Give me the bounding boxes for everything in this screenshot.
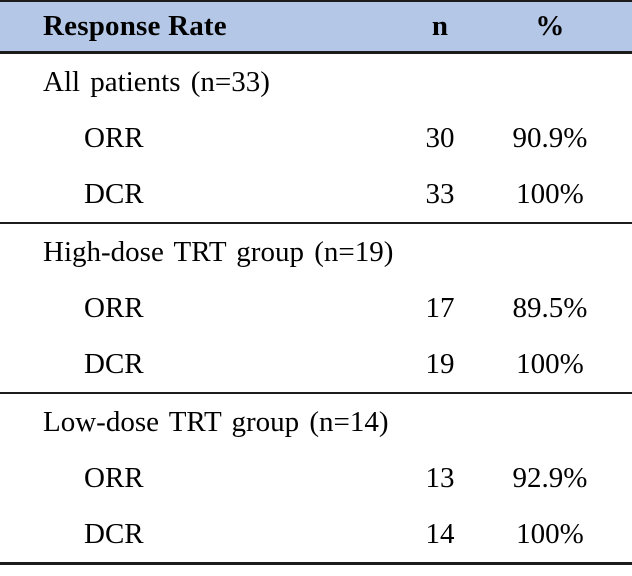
- row-n-value: 17: [425, 291, 455, 324]
- row-n-value: 19: [425, 347, 455, 380]
- table-row: DCR 14 100%: [0, 506, 632, 562]
- table-header-row: Response Rate n %: [0, 2, 632, 54]
- table-row: DCR 33 100%: [0, 166, 632, 222]
- header-n: n: [431, 10, 449, 42]
- section-low-dose: Low-dose TRT group (n=14) ORR 13 92.9% D…: [0, 394, 632, 565]
- row-pct-value: 100%: [516, 177, 584, 210]
- row-n-value: 14: [425, 517, 455, 550]
- row-n-value: 13: [425, 461, 455, 494]
- row-label: DCR: [84, 177, 144, 210]
- row-label: DCR: [84, 347, 144, 380]
- header-response-rate: Response Rate: [43, 10, 227, 42]
- row-label: DCR: [84, 517, 144, 550]
- row-label: ORR: [84, 461, 144, 494]
- group-label: All patients (n=33): [43, 65, 270, 98]
- row-n-value: 33: [425, 177, 455, 210]
- row-pct-value: 90.9%: [512, 121, 588, 154]
- row-pct-value: 100%: [516, 517, 584, 550]
- table-row: ORR 17 89.5%: [0, 280, 632, 336]
- table-row: ORR 13 92.9%: [0, 450, 632, 506]
- group-label: High-dose TRT group (n=19): [43, 235, 394, 268]
- row-label: ORR: [84, 121, 144, 154]
- row-pct-value: 89.5%: [512, 291, 588, 324]
- row-pct-value: 100%: [516, 347, 584, 380]
- row-label: ORR: [84, 291, 144, 324]
- table-row: DCR 19 100%: [0, 336, 632, 392]
- group-label: Low-dose TRT group (n=14): [43, 405, 389, 438]
- table-row: ORR 30 90.9%: [0, 110, 632, 166]
- row-n-value: 30: [425, 121, 455, 154]
- header-percent: %: [535, 10, 565, 42]
- section-high-dose: High-dose TRT group (n=19) ORR 17 89.5% …: [0, 224, 632, 394]
- section-all-patients: All patients (n=33) ORR 30 90.9% DCR 33 …: [0, 54, 632, 224]
- row-pct-value: 92.9%: [512, 461, 588, 494]
